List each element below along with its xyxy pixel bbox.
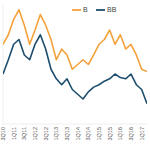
x-tick-label: 1Q11 <box>11 127 17 140</box>
x-tick-label: 1Q17 <box>139 127 145 140</box>
legend-swatch <box>72 9 81 11</box>
x-tick-label: 3Q14 <box>85 127 91 140</box>
legend: BBB <box>72 6 117 13</box>
line-series <box>3 10 147 72</box>
chart-svg: 3Q10 1Q11 3Q11 1Q12 3Q12 1Q13 3Q13 1Q14 3Q14 1Q15… <box>0 0 150 150</box>
legend-swatch <box>96 9 105 11</box>
x-tick-label: 1Q13 <box>53 127 59 140</box>
line-series <box>3 35 147 104</box>
x-tick-label: 1Q15 <box>96 127 102 140</box>
x-tick-label: 1Q16 <box>117 127 123 140</box>
x-tick-label: 1Q12 <box>32 127 38 140</box>
x-tick-label: 3Q16 <box>128 127 134 140</box>
chart-root: 3Q10 1Q11 3Q11 1Q12 3Q12 1Q13 3Q13 1Q14 3Q14 1Q15… <box>0 0 150 150</box>
x-tick-label: 3Q13 <box>64 127 70 140</box>
legend-label: BB <box>107 6 117 13</box>
x-tick-label: 3Q15 <box>107 127 113 140</box>
legend-label: B <box>83 6 88 13</box>
plot-area <box>3 10 147 104</box>
x-tick-label: 3Q11 <box>21 127 27 140</box>
x-axis-line <box>3 124 147 125</box>
y-axis-line <box>3 5 4 124</box>
x-tick-label: 3Q10 <box>0 127 6 140</box>
x-tick-label: 1Q14 <box>75 127 81 140</box>
x-tick-label: 3Q12 <box>43 127 49 140</box>
